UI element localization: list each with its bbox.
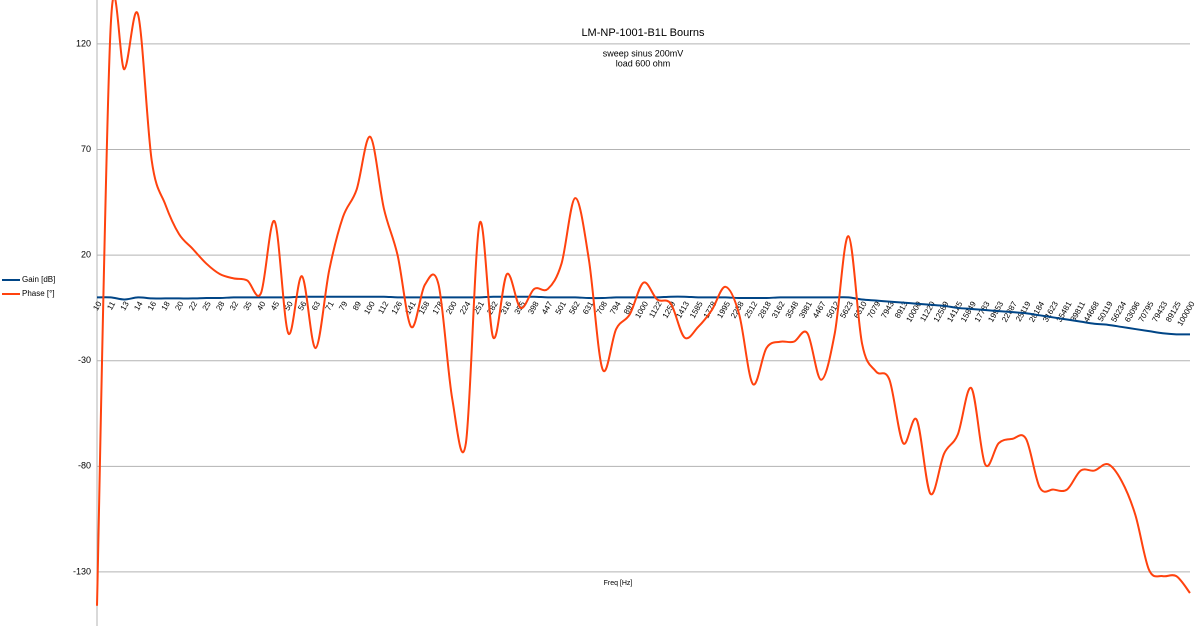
x-tick-label: 32 bbox=[228, 299, 241, 312]
x-tick-label: 28 bbox=[214, 299, 227, 312]
legend-label: Gain [dB] bbox=[22, 275, 55, 284]
x-tick-label: 13 bbox=[119, 299, 132, 312]
x-tick-label: 63 bbox=[310, 299, 323, 312]
chart-title: LM-NP-1001-B1L Bourns bbox=[581, 27, 705, 39]
x-tick-label: 100 bbox=[362, 299, 377, 316]
y-tick-label: 20 bbox=[81, 250, 91, 260]
x-tick-label: 22 bbox=[187, 299, 200, 312]
x-tick-label: 562 bbox=[567, 299, 582, 316]
series-line bbox=[96, 0, 1191, 606]
x-tick-label: 25 bbox=[201, 299, 214, 312]
x-tick-label: 79 bbox=[337, 299, 350, 312]
x-tick-label: 89 bbox=[351, 299, 364, 312]
y-tick-label: -30 bbox=[78, 355, 91, 365]
y-tick-label: -80 bbox=[78, 461, 91, 471]
x-tick-label: 501 bbox=[554, 299, 569, 316]
x-tick-label: 16 bbox=[146, 299, 159, 312]
x-tick-label: 10 bbox=[91, 299, 104, 312]
x-tick-label: 282 bbox=[485, 299, 500, 316]
y-tick-label: 120 bbox=[76, 38, 91, 48]
x-tick-label: 14 bbox=[132, 299, 145, 312]
x-tick-label: 708 bbox=[595, 299, 610, 316]
x-tick-label: 35 bbox=[242, 299, 255, 312]
legend-label: Phase [°] bbox=[22, 289, 55, 298]
x-axis-label: Freq [Hz] bbox=[604, 580, 633, 587]
x-tick-label: 11 bbox=[105, 299, 117, 311]
x-tick-label: 1000 bbox=[633, 299, 650, 319]
y-tick-label: 70 bbox=[81, 144, 91, 154]
x-tick-label: 224 bbox=[458, 299, 473, 316]
x-tick-label: 45 bbox=[269, 299, 282, 312]
chart-subtitle: sweep sinus 200mV bbox=[603, 48, 684, 58]
x-tick-label: 40 bbox=[255, 299, 268, 312]
y-tick-label: -130 bbox=[73, 566, 91, 576]
x-tick-label: 200 bbox=[444, 299, 459, 316]
x-tick-label: 794 bbox=[608, 299, 623, 316]
x-tick-label: 398 bbox=[526, 299, 541, 316]
x-tick-label: 447 bbox=[540, 299, 555, 316]
x-tick-label: 20 bbox=[173, 299, 186, 312]
x-tick-label: 18 bbox=[160, 299, 173, 312]
chart-subtitle: load 600 ohm bbox=[616, 58, 671, 68]
x-tick-label: 126 bbox=[390, 299, 405, 316]
x-tick-label: 112 bbox=[376, 299, 390, 315]
series-line bbox=[96, 295, 1191, 336]
